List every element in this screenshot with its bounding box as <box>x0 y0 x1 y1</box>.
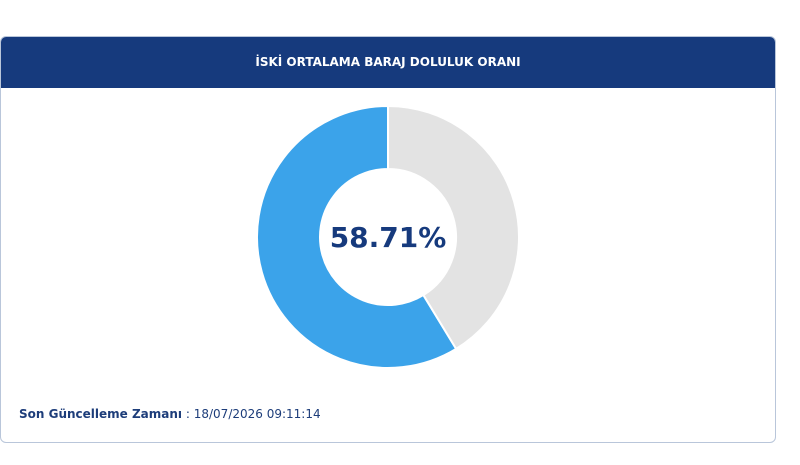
chart-title: İSKİ ORTALAMA BARAJ DOLULUK ORANI <box>255 55 521 69</box>
footer-label: Son Güncelleme Zamanı <box>19 407 183 421</box>
card-header: İSKİ ORTALAMA BARAJ DOLULUK ORANI <box>1 37 775 88</box>
donut-segment <box>256 104 458 369</box>
footer: Son Güncelleme Zamanı : 18/07/2026 09:11… <box>19 407 321 421</box>
footer-value: : 18/07/2026 09:11:14 <box>185 407 321 421</box>
card: İSKİ ORTALAMA BARAJ DOLULUK ORANI Son Gü… <box>0 36 776 443</box>
center-value-label: 58.71% <box>330 221 447 254</box>
donut-segment <box>387 104 520 351</box>
